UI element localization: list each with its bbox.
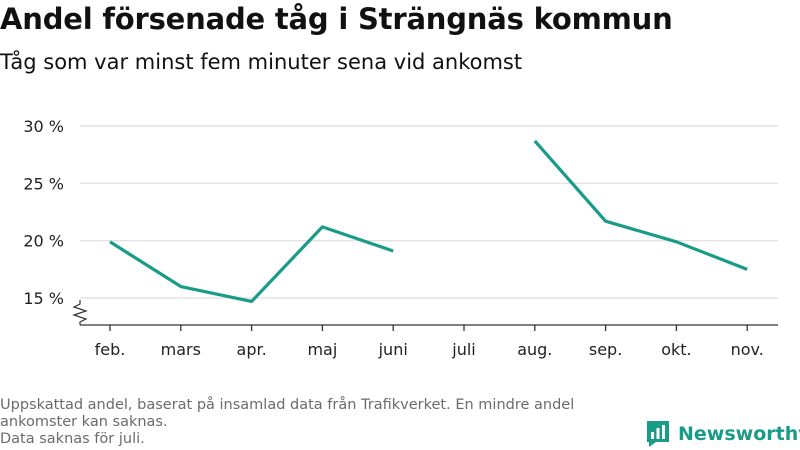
x-tick-label: okt. xyxy=(661,340,691,359)
x-tick-label: juni xyxy=(378,340,408,359)
bar-chart-icon xyxy=(647,421,669,447)
footnote-line-1: Uppskattad andel, baserat på insamlad da… xyxy=(0,397,575,430)
brand-name: Newsworthy xyxy=(678,423,800,445)
series-line xyxy=(533,139,748,271)
y-tick-label: 25 % xyxy=(23,174,64,193)
chart-subtitle: Tåg som var minst fem minuter sena vid a… xyxy=(0,50,523,74)
footnote-line-2: Data saknas för juli. xyxy=(0,431,145,447)
x-tick-label: sep. xyxy=(589,340,622,359)
chart-title: Andel försenade tåg i Strängnäs kommun xyxy=(0,2,673,36)
brand-logo: Newsworthy xyxy=(646,419,800,449)
series-line xyxy=(109,225,394,304)
x-tick-label: aug. xyxy=(517,340,552,359)
y-tick-label: 20 % xyxy=(23,232,64,251)
axis-break-icon xyxy=(72,300,88,325)
y-tick-label: 15 % xyxy=(23,289,64,308)
x-tick-label: apr. xyxy=(237,340,267,359)
x-tick-label: mars xyxy=(161,340,201,359)
x-tick-label: feb. xyxy=(95,340,126,359)
y-tick-label: 30 % xyxy=(23,117,64,136)
x-tick-label: juli xyxy=(451,340,475,359)
x-tick-label: maj xyxy=(307,340,337,359)
x-tick-label: nov. xyxy=(731,340,764,359)
footnote: Uppskattad andel, baserat på insamlad da… xyxy=(0,397,630,448)
